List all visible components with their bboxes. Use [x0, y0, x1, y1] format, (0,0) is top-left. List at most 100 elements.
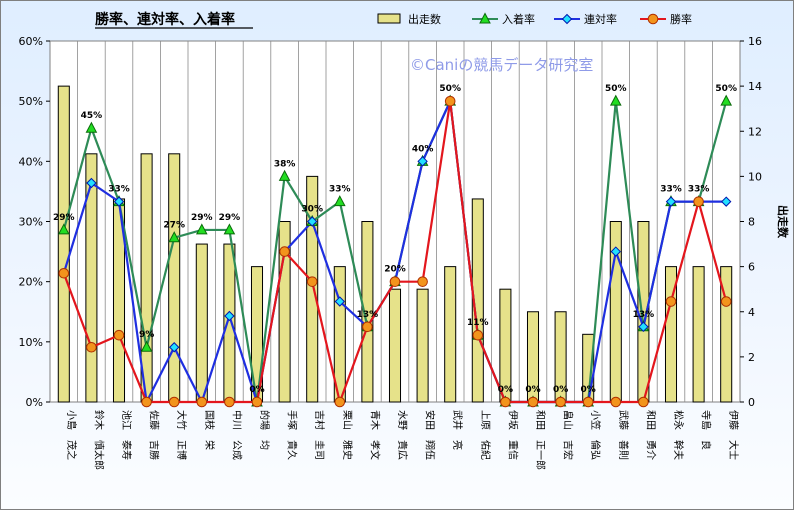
bar-12: [361, 221, 374, 403]
category-label-19: 畠山 吉宏: [562, 410, 575, 460]
right-axis-tick-label: 12: [748, 125, 762, 138]
legend-label: 勝率: [670, 12, 692, 26]
point-diamond-14: [417, 156, 428, 167]
point-triangle-5: [168, 231, 181, 243]
point-triangle-11: [333, 195, 346, 207]
left-axis-tick-label: 10%: [19, 336, 43, 349]
point-diamond-10: [306, 216, 318, 227]
category-label-11: 栗山 雅史: [341, 410, 354, 460]
point-circle-13: [389, 276, 401, 287]
data-label-3: 33%: [108, 185, 130, 195]
left-axis-tick-label: 50%: [19, 95, 43, 108]
bar-14: [416, 288, 429, 403]
point-circle-11: [334, 396, 346, 408]
point-triangle-1: [57, 223, 70, 235]
category-label-8: 的場 均: [258, 410, 271, 450]
point-circle-12: [362, 321, 373, 333]
data-label-7: 29%: [219, 213, 241, 223]
point-circle-3: [113, 329, 125, 341]
category-label-21: 武藤 善則: [617, 410, 630, 460]
legend-marker-circle: [647, 13, 659, 25]
bar-10: [306, 175, 319, 403]
left-axis-tick-label: 0%: [26, 396, 43, 409]
point-circle-14: [417, 276, 428, 287]
bar-25: [720, 266, 733, 403]
bar-16: [471, 198, 484, 403]
point-circle-16: [472, 329, 484, 341]
point-diamond-11: [334, 296, 346, 307]
data-label-8: 0%: [249, 385, 264, 395]
left-axis-tick-label: 30%: [19, 216, 43, 229]
point-diamond-2: [86, 177, 97, 189]
point-circle-9: [279, 246, 290, 257]
point-diamond-21: [610, 246, 622, 257]
point-circle-6: [196, 396, 208, 408]
chart-title: 勝率、連対率、入着率: [95, 11, 235, 28]
right-axis-tick-label: 4: [748, 306, 755, 319]
data-label-21: 50%: [605, 84, 627, 94]
category-label-6: 国枝 栄: [203, 410, 216, 450]
data-label-14: 40%: [412, 144, 434, 154]
data-label-1: 29%: [53, 213, 75, 223]
point-diamond-25: [720, 196, 732, 207]
data-label-4: 9%: [139, 330, 154, 340]
point-triangle-9: [278, 169, 291, 181]
right-axis-tick-label: 0: [748, 396, 755, 409]
bar-4: [140, 153, 153, 403]
point-circle-21: [610, 396, 622, 408]
point-circle-18: [527, 396, 539, 408]
data-label-11: 33%: [329, 185, 351, 195]
category-label-25: 伊藤 大士: [727, 410, 740, 460]
right-axis-tick-label: 2: [748, 351, 755, 364]
right-axis-tick-label: 14: [748, 80, 762, 93]
category-label-16: 上原 佑紀: [479, 410, 492, 460]
point-diamond-5: [168, 342, 180, 353]
legend-label: 入着率: [502, 12, 535, 26]
category-label-9: 手塚 貴久: [286, 410, 299, 460]
category-label-24: 寺島 良: [700, 410, 713, 450]
category-label-1: 小島 茂之: [65, 410, 78, 460]
point-circle-1: [58, 267, 70, 279]
right-axis-tick-label: 16: [748, 35, 762, 48]
category-label-2: 鈴木 慎太郎: [92, 410, 105, 470]
bar-2: [85, 153, 98, 403]
bar-13: [388, 288, 402, 403]
bar-6: [195, 243, 208, 403]
data-label-19: 0%: [553, 385, 568, 395]
left-axis-tick-label: 40%: [19, 155, 43, 168]
point-circle-19: [555, 396, 566, 408]
legend-swatch-bar: [377, 13, 401, 24]
point-circle-22: [638, 396, 649, 408]
data-label-13: 20%: [384, 265, 406, 275]
data-label-20: 0%: [581, 385, 596, 395]
data-label-2: 45%: [81, 111, 103, 121]
point-triangle-2: [85, 121, 98, 133]
category-label-12: 青木 孝文: [368, 410, 381, 460]
point-circle-5: [168, 396, 180, 408]
point-circle-4: [141, 396, 152, 408]
point-circle-25: [720, 296, 732, 307]
data-label-6: 29%: [191, 213, 213, 223]
category-label-23: 松永 幹夫: [672, 410, 685, 460]
data-label-12: 13%: [357, 310, 379, 320]
bar-7: [223, 243, 236, 403]
legend-label: 連対率: [584, 12, 617, 26]
data-label-10: 30%: [301, 205, 323, 215]
point-circle-15: [444, 95, 456, 107]
point-triangle-7: [223, 223, 236, 235]
point-triangle-25: [720, 94, 733, 106]
category-label-20: 小笠 倫弘: [589, 410, 602, 460]
point-triangle-21: [609, 94, 622, 106]
category-label-3: 池江 泰寿: [120, 410, 133, 460]
right-axis-tick-label: 6: [748, 261, 755, 274]
bar-23: [664, 266, 678, 403]
bar-15: [444, 266, 457, 403]
point-diamond-23: [665, 196, 677, 207]
point-circle-8: [251, 396, 263, 408]
data-label-25: 50%: [715, 84, 737, 94]
category-label-15: 武井 亮: [451, 410, 464, 450]
bar-1: [57, 85, 70, 403]
data-label-22: 13%: [633, 310, 655, 320]
bar-5: [168, 153, 181, 403]
data-label-24: 33%: [688, 185, 710, 195]
